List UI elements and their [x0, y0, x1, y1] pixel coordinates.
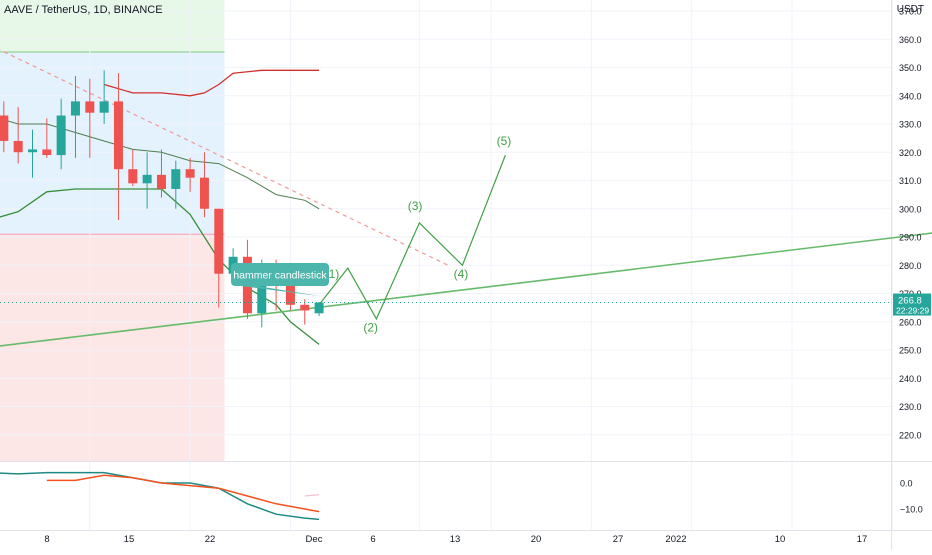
price-tick-label: 300.0: [899, 204, 922, 214]
price-tick-label: 350.0: [899, 63, 922, 73]
time-tick-label: 10: [775, 534, 786, 545]
price-tick-label: 260.0: [899, 317, 922, 327]
price-tick-label: 360.0: [899, 35, 922, 45]
candle-bearish[interactable]: [285, 285, 295, 305]
time-tick-label: 17: [857, 534, 868, 545]
bar-countdown: 22:29:29: [896, 306, 929, 316]
last-price-value: 266.8: [898, 296, 922, 307]
candle-bullish[interactable]: [314, 302, 324, 314]
price-tick-label: 250.0: [899, 346, 922, 356]
candle-bearish[interactable]: [13, 140, 23, 153]
time-tick-label: Dec: [306, 534, 323, 545]
price-tick-label: 340.0: [899, 91, 922, 101]
wave-label-2: (2): [363, 321, 378, 335]
time-tick-label: 15: [124, 534, 135, 545]
candle-bearish[interactable]: [85, 101, 95, 113]
price-tick-label: 370.0: [899, 7, 922, 17]
target-zone-green: [0, 0, 225, 52]
price-tick-label: 280.0: [899, 261, 922, 271]
candle-bearish[interactable]: [113, 101, 123, 170]
time-tick-label: 6: [370, 534, 375, 545]
candle-bullish[interactable]: [257, 268, 267, 314]
wave-label-3: (3): [408, 199, 423, 213]
candle-bearish[interactable]: [185, 169, 195, 178]
time-tick-label: 20: [531, 534, 542, 545]
currency-label: USDT: [896, 4, 924, 15]
candle-bullish[interactable]: [171, 169, 181, 189]
price-tick-label: 290.0: [899, 233, 922, 243]
wave-projection: [318, 154, 506, 321]
price-tick-label: 230.0: [899, 402, 922, 412]
candle-bearish[interactable]: [156, 174, 166, 189]
indicator-tick-label: −10.0: [900, 505, 923, 515]
price-tick-label: 220.0: [899, 430, 922, 440]
last-price-tag: [893, 293, 931, 316]
candle-bearish[interactable]: [214, 208, 224, 274]
price-tick-label: 240.0: [899, 374, 922, 384]
time-tick-label: 27: [613, 534, 624, 545]
candle-bullish[interactable]: [27, 149, 37, 153]
price-tick-label: 330.0: [899, 120, 922, 130]
candle-bearish[interactable]: [0, 115, 9, 141]
chart-title: AAVE / TetherUS, 1D, BINANCE: [4, 4, 163, 16]
indicator-macd-line: [0, 471, 320, 521]
time-tick-label: 2022: [665, 534, 686, 545]
candle-bullish[interactable]: [56, 115, 66, 156]
callout-pointer: [241, 286, 322, 297]
candle-bearish[interactable]: [300, 304, 310, 311]
wave-label-4: (4): [454, 267, 469, 281]
time-tick-label: 13: [450, 534, 461, 545]
callout-box[interactable]: [231, 263, 329, 286]
wave-label-5: (5): [497, 134, 512, 148]
risk-zone-red: [0, 234, 225, 461]
candle-bearish[interactable]: [128, 169, 138, 184]
candle-bearish[interactable]: [42, 149, 52, 156]
candle-bullish[interactable]: [99, 101, 109, 113]
indicator-tick-label: 0.0: [900, 479, 913, 489]
upper-band: [103, 69, 320, 97]
time-tick-label: 8: [44, 534, 49, 545]
price-tick-label: 310.0: [899, 176, 922, 186]
candle-bullish[interactable]: [70, 101, 80, 116]
indicator-signal-line: [46, 474, 320, 513]
time-tick-label: 22: [205, 534, 216, 545]
candle-bearish[interactable]: [199, 177, 209, 209]
support-trendline[interactable]: [0, 226, 932, 347]
candle-bullish[interactable]: [142, 174, 152, 184]
price-tick-label: 320.0: [899, 148, 922, 158]
callout-text: hammer candlestick: [233, 270, 327, 282]
indicator-ghost-line: [304, 494, 320, 497]
